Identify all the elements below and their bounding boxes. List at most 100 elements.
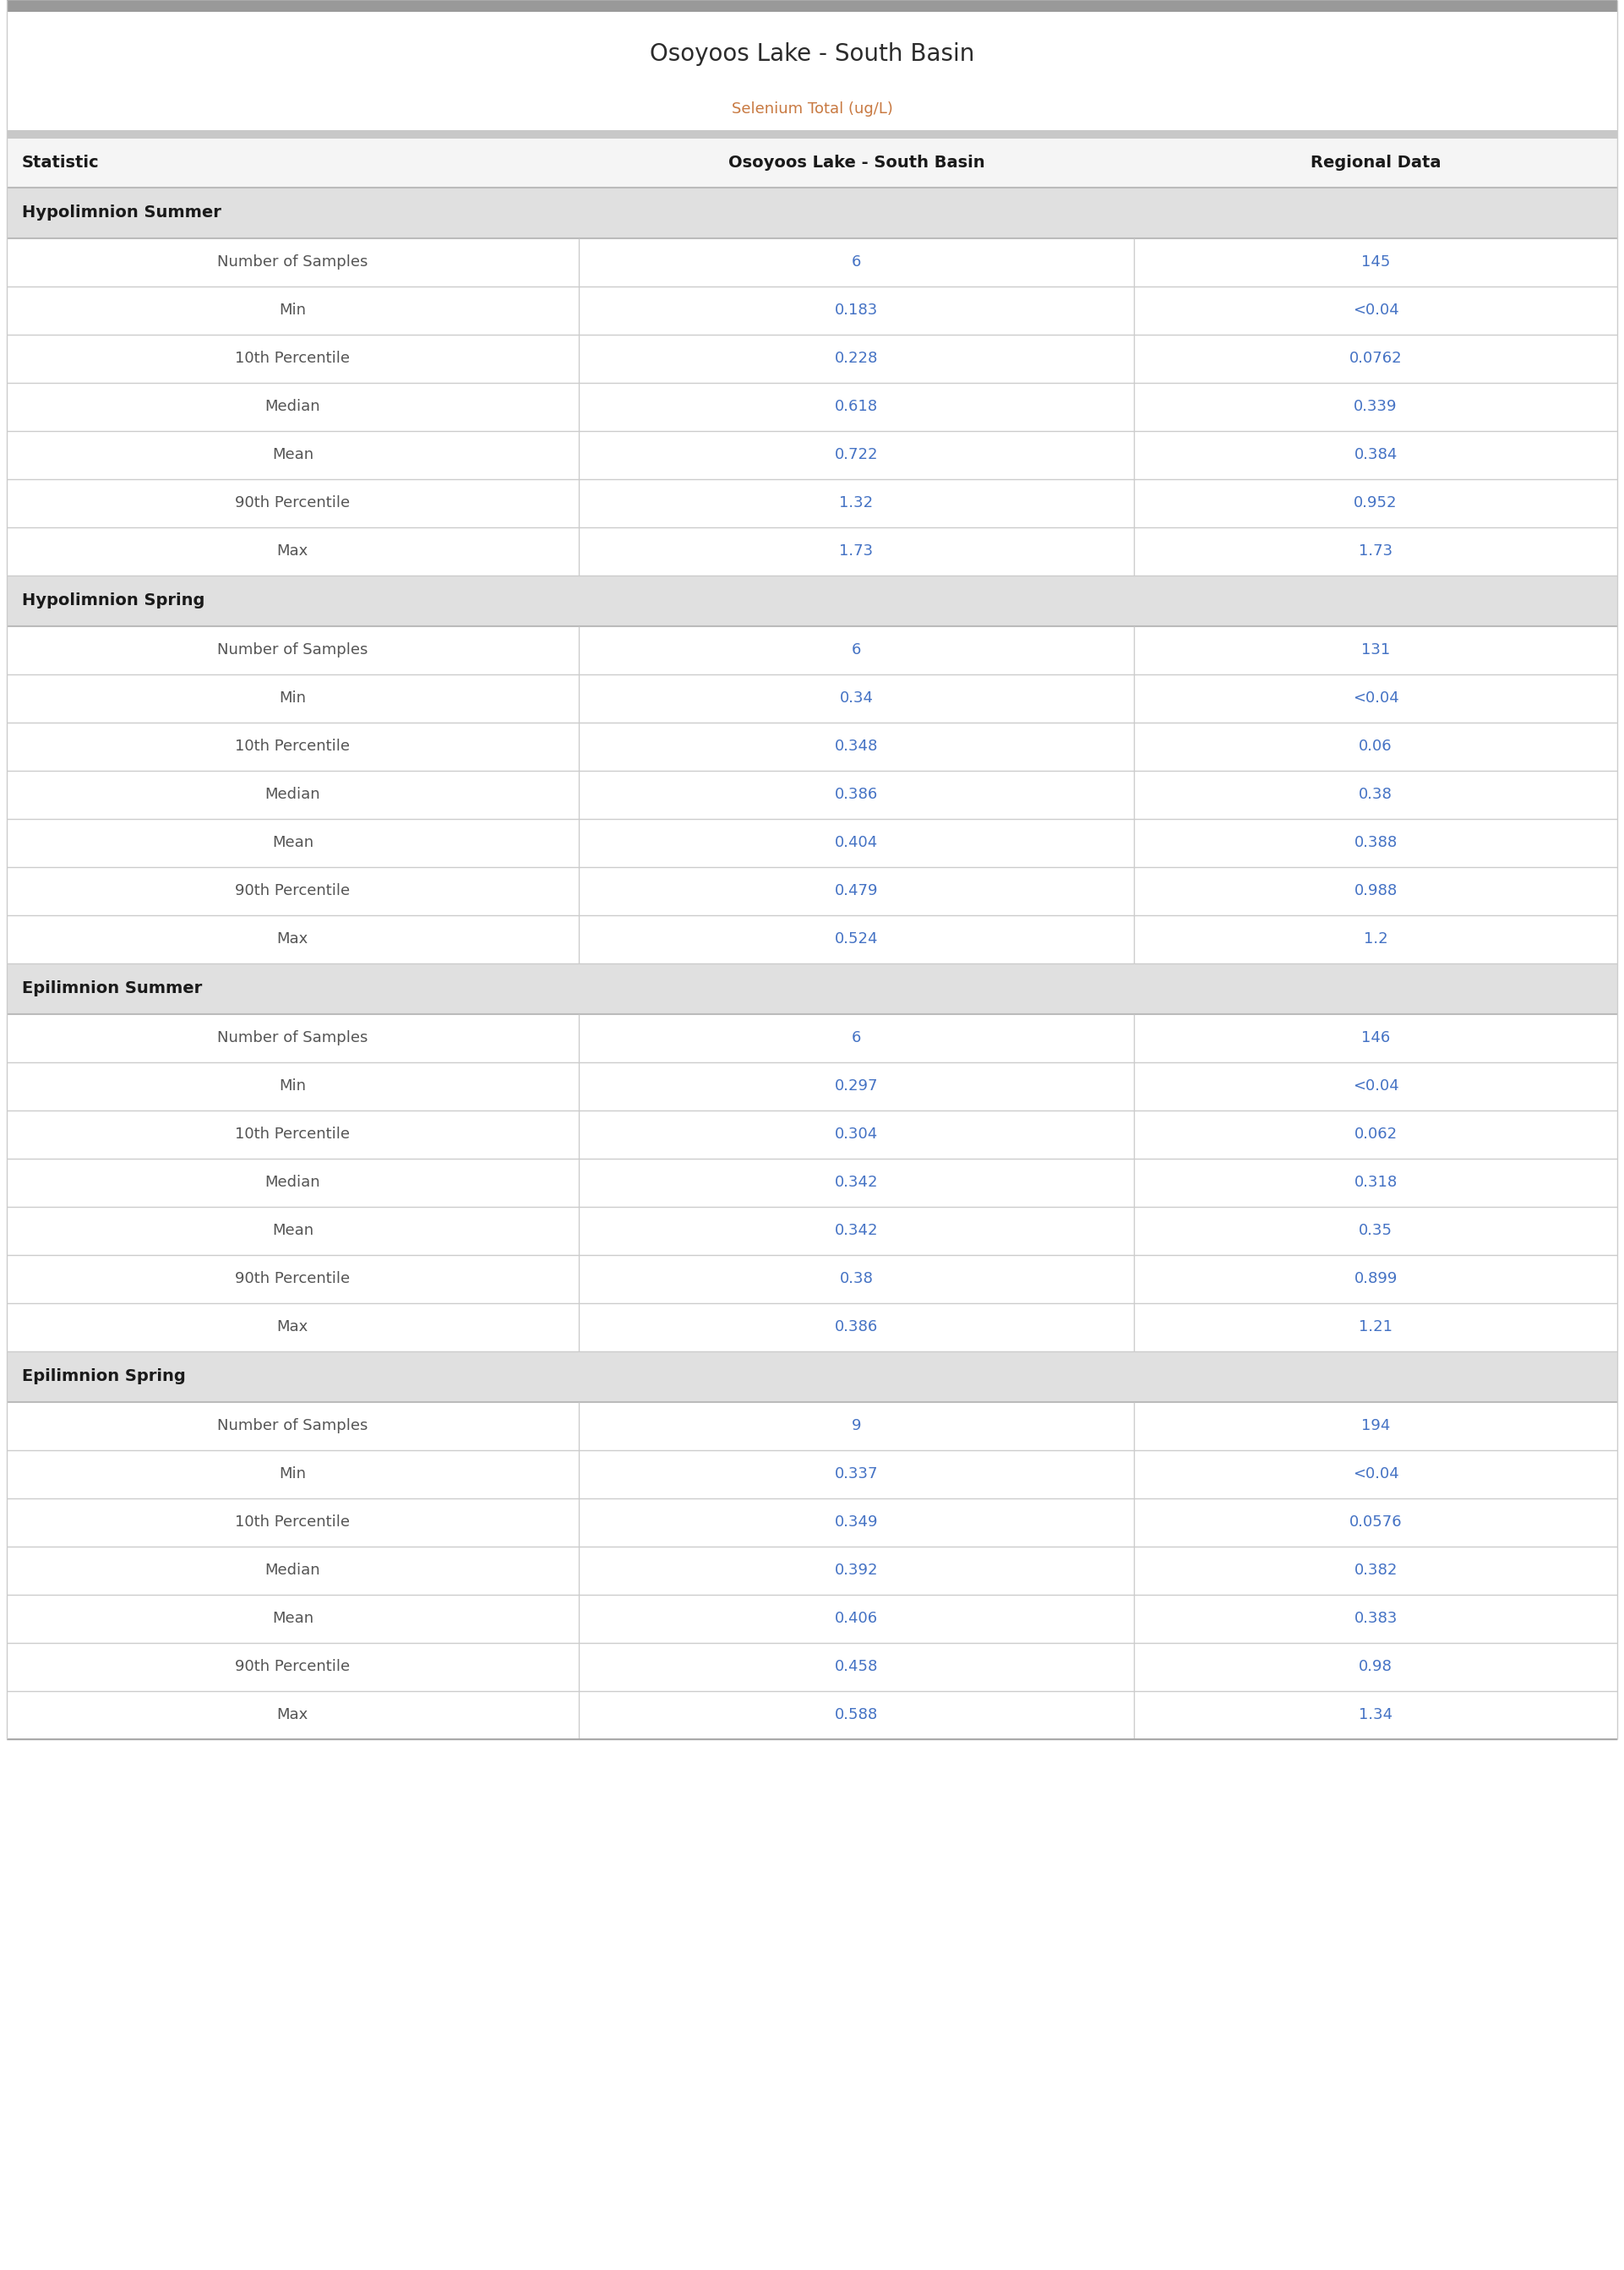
- Text: Min: Min: [279, 1466, 307, 1482]
- Bar: [6, 574, 1618, 627]
- Text: 0.062: 0.062: [1354, 1126, 1397, 1142]
- Text: 0.35: 0.35: [1359, 1224, 1392, 1239]
- Text: Hypolimnion Summer: Hypolimnion Summer: [23, 204, 221, 220]
- Text: Median: Median: [265, 1562, 320, 1578]
- Text: 0.337: 0.337: [835, 1466, 879, 1482]
- Bar: [6, 188, 1618, 238]
- Bar: [6, 238, 1618, 286]
- Text: 10th Percentile: 10th Percentile: [235, 352, 351, 365]
- Text: 0.342: 0.342: [835, 1176, 879, 1189]
- Text: 0.228: 0.228: [835, 352, 879, 365]
- Text: 9: 9: [851, 1419, 861, 1435]
- Text: Number of Samples: Number of Samples: [218, 642, 369, 658]
- Text: 6: 6: [851, 642, 861, 658]
- Text: 0.382: 0.382: [1354, 1562, 1397, 1578]
- Bar: [6, 0, 1618, 11]
- Bar: [6, 89, 1618, 129]
- Bar: [6, 1403, 1618, 1451]
- Text: 0.183: 0.183: [835, 302, 879, 318]
- Text: 0.384: 0.384: [1354, 447, 1397, 463]
- Bar: [6, 1110, 1618, 1158]
- Text: 0.0762: 0.0762: [1350, 352, 1402, 365]
- Text: Mean: Mean: [271, 835, 313, 851]
- Text: 131: 131: [1361, 642, 1390, 658]
- Bar: [6, 1546, 1618, 1594]
- Text: 1.73: 1.73: [840, 545, 874, 558]
- Bar: [6, 674, 1618, 722]
- Text: 0.339: 0.339: [1354, 400, 1397, 415]
- Bar: [6, 1498, 1618, 1546]
- Text: 0.392: 0.392: [835, 1562, 879, 1578]
- Text: Selenium Total (ug/L): Selenium Total (ug/L): [731, 102, 893, 116]
- Text: 0.388: 0.388: [1354, 835, 1397, 851]
- Text: Epilimnion Spring: Epilimnion Spring: [23, 1369, 185, 1385]
- Text: Min: Min: [279, 690, 307, 706]
- Text: Max: Max: [276, 1319, 309, 1335]
- Text: 0.404: 0.404: [835, 835, 879, 851]
- Bar: [6, 1062, 1618, 1110]
- Text: 0.458: 0.458: [835, 1659, 879, 1675]
- Bar: [6, 1255, 1618, 1303]
- Text: 0.588: 0.588: [835, 1707, 879, 1723]
- Text: 0.318: 0.318: [1354, 1176, 1397, 1189]
- Text: 90th Percentile: 90th Percentile: [235, 883, 351, 899]
- Text: <0.04: <0.04: [1353, 690, 1398, 706]
- Bar: [6, 1451, 1618, 1498]
- Text: 0.524: 0.524: [835, 931, 879, 947]
- Text: Median: Median: [265, 400, 320, 415]
- Text: 0.34: 0.34: [840, 690, 874, 706]
- Bar: [6, 1303, 1618, 1351]
- Text: 146: 146: [1361, 1031, 1390, 1046]
- Bar: [6, 1015, 1618, 1062]
- Text: Mean: Mean: [271, 1224, 313, 1239]
- Bar: [6, 527, 1618, 574]
- Text: 1.2: 1.2: [1364, 931, 1389, 947]
- Text: 6: 6: [851, 1031, 861, 1046]
- Text: Max: Max: [276, 545, 309, 558]
- Text: Mean: Mean: [271, 1612, 313, 1625]
- Text: 6: 6: [851, 254, 861, 270]
- Bar: [6, 1158, 1618, 1208]
- Text: 10th Percentile: 10th Percentile: [235, 1126, 351, 1142]
- Bar: [6, 867, 1618, 915]
- Text: Number of Samples: Number of Samples: [218, 1031, 369, 1046]
- Text: 90th Percentile: 90th Percentile: [235, 495, 351, 511]
- Text: 10th Percentile: 10th Percentile: [235, 740, 351, 754]
- Text: Osoyoos Lake - South Basin: Osoyoos Lake - South Basin: [650, 41, 974, 66]
- Bar: [6, 722, 1618, 770]
- Text: 1.34: 1.34: [1359, 1707, 1393, 1723]
- Text: 0.349: 0.349: [835, 1514, 879, 1530]
- Text: Max: Max: [276, 931, 309, 947]
- Text: 194: 194: [1361, 1419, 1390, 1435]
- Text: 0.479: 0.479: [835, 883, 879, 899]
- Text: Epilimnion Summer: Epilimnion Summer: [23, 981, 201, 997]
- Text: 0.952: 0.952: [1354, 495, 1397, 511]
- Text: 0.38: 0.38: [1359, 788, 1392, 801]
- Text: 0.297: 0.297: [835, 1078, 879, 1094]
- Text: 1.32: 1.32: [840, 495, 874, 511]
- Bar: [6, 1691, 1618, 1739]
- Text: 1.21: 1.21: [1359, 1319, 1392, 1335]
- Bar: [6, 384, 1618, 431]
- Text: 90th Percentile: 90th Percentile: [235, 1271, 351, 1287]
- Text: 0.988: 0.988: [1354, 883, 1397, 899]
- Text: 90th Percentile: 90th Percentile: [235, 1659, 351, 1675]
- Text: Min: Min: [279, 302, 307, 318]
- Text: Number of Samples: Number of Samples: [218, 1419, 369, 1435]
- Bar: [6, 479, 1618, 527]
- Bar: [6, 1594, 1618, 1643]
- Bar: [6, 286, 1618, 334]
- Text: Number of Samples: Number of Samples: [218, 254, 369, 270]
- Bar: [6, 1208, 1618, 1255]
- Bar: [6, 1351, 1618, 1403]
- Text: Min: Min: [279, 1078, 307, 1094]
- Text: Median: Median: [265, 1176, 320, 1189]
- Text: 0.98: 0.98: [1359, 1659, 1392, 1675]
- Text: Osoyoos Lake - South Basin: Osoyoos Lake - South Basin: [728, 154, 984, 170]
- Bar: [6, 915, 1618, 962]
- Bar: [6, 1643, 1618, 1691]
- Bar: [6, 431, 1618, 479]
- Text: Median: Median: [265, 788, 320, 801]
- Bar: [6, 138, 1618, 188]
- Text: 10th Percentile: 10th Percentile: [235, 1514, 351, 1530]
